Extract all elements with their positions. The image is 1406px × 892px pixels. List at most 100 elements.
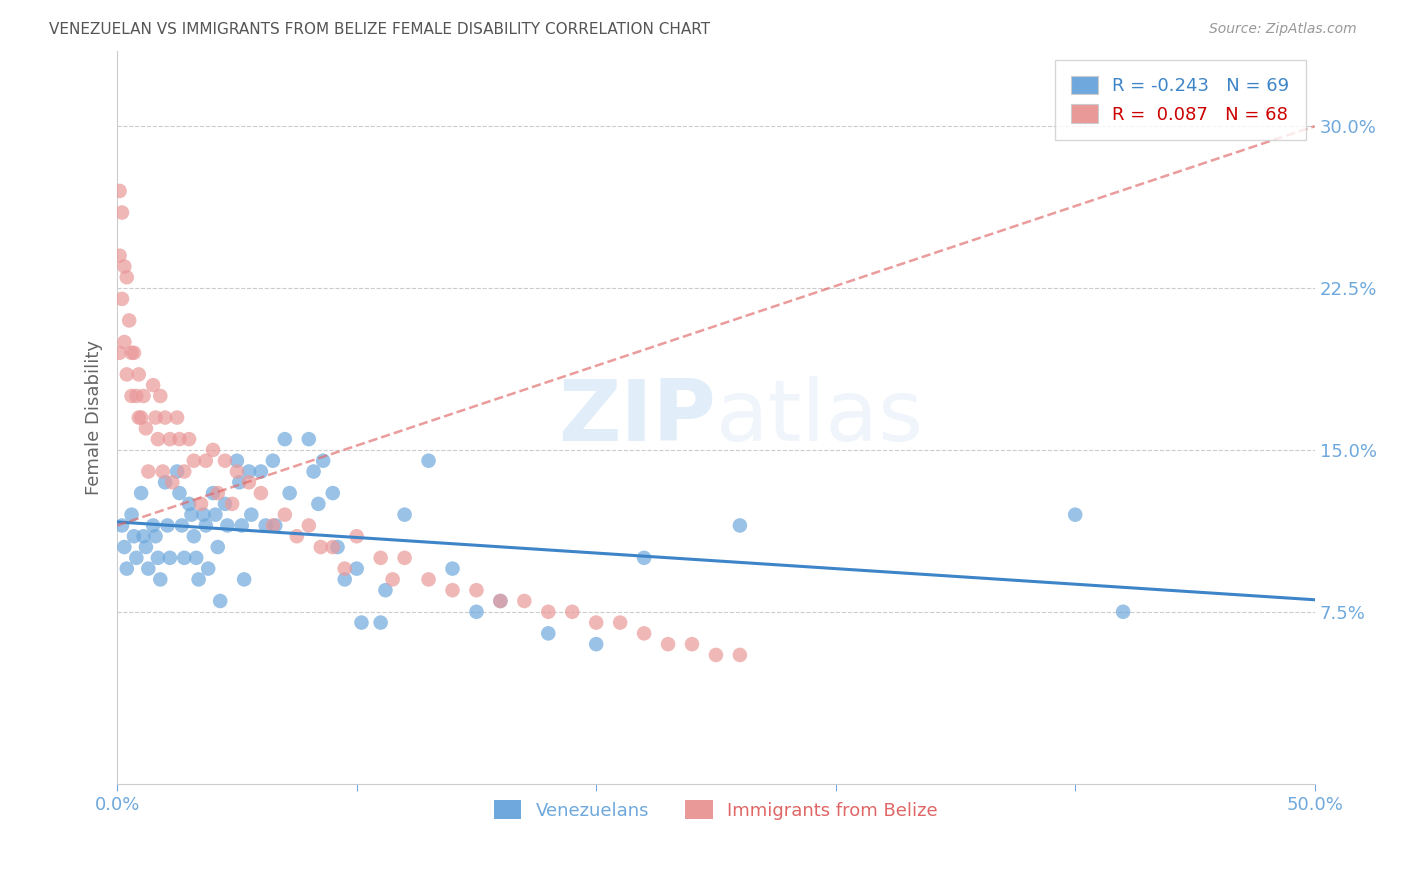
Point [465, 583, 488, 598]
Point [274, 432, 297, 446]
Point [537, 626, 560, 640]
Point [250, 486, 273, 500]
Point [201, 442, 224, 457]
Point [346, 529, 368, 543]
Legend: Venezuelans, Immigrants from Belize: Venezuelans, Immigrants from Belize [486, 793, 945, 827]
Point [264, 518, 287, 533]
Point [633, 626, 655, 640]
Point [201, 486, 224, 500]
Point [489, 594, 512, 608]
Point [190, 497, 212, 511]
Point [394, 508, 416, 522]
Point [418, 453, 440, 467]
Point [561, 605, 583, 619]
Point [187, 573, 209, 587]
Point [238, 475, 260, 490]
Point [226, 453, 249, 467]
Point [112, 260, 135, 274]
Point [209, 594, 232, 608]
Point [111, 292, 134, 306]
Point [129, 486, 152, 500]
Point [346, 561, 368, 575]
Text: VENEZUELAN VS IMMIGRANTS FROM BELIZE FEMALE DISABILITY CORRELATION CHART: VENEZUELAN VS IMMIGRANTS FROM BELIZE FEM… [49, 22, 710, 37]
Point [728, 518, 751, 533]
Point [125, 550, 148, 565]
Point [132, 389, 155, 403]
Point [125, 389, 148, 403]
Point [681, 637, 703, 651]
Point [302, 465, 325, 479]
Point [298, 518, 321, 533]
Point [128, 368, 150, 382]
Point [221, 497, 243, 511]
Point [136, 561, 159, 575]
Point [537, 605, 560, 619]
Point [170, 518, 193, 533]
Point [370, 550, 392, 565]
Point [262, 518, 284, 533]
Point [250, 465, 273, 479]
Point [326, 540, 349, 554]
Point [112, 540, 135, 554]
Point [146, 550, 169, 565]
Point [122, 529, 145, 543]
Point [278, 486, 301, 500]
Point [214, 497, 236, 511]
Point [108, 184, 131, 198]
Point [240, 508, 263, 522]
Point [145, 529, 167, 543]
Point [233, 573, 256, 587]
Point [142, 518, 165, 533]
Point [156, 518, 179, 533]
Point [149, 389, 172, 403]
Point [489, 594, 512, 608]
Point [111, 518, 134, 533]
Point [159, 550, 181, 565]
Point [633, 550, 655, 565]
Point [108, 346, 131, 360]
Point [214, 453, 236, 467]
Point [194, 518, 217, 533]
Point [169, 432, 191, 446]
Point [262, 453, 284, 467]
Point [115, 270, 138, 285]
Point [609, 615, 631, 630]
Point [121, 346, 143, 360]
Point [146, 432, 169, 446]
Point [118, 313, 141, 327]
Point [166, 465, 188, 479]
Point [217, 518, 239, 533]
Point [136, 465, 159, 479]
Point [115, 368, 138, 382]
Text: ZIP: ZIP [558, 376, 716, 459]
Point [207, 486, 229, 500]
Point [322, 486, 344, 500]
Point [162, 475, 184, 490]
Point [193, 508, 215, 522]
Point [333, 561, 356, 575]
Point [180, 508, 202, 522]
Point [183, 453, 205, 467]
Point [135, 421, 157, 435]
Point [333, 573, 356, 587]
Point [238, 465, 260, 479]
Point [657, 637, 679, 651]
Point [177, 497, 200, 511]
Point [135, 540, 157, 554]
Point [142, 378, 165, 392]
Point [132, 529, 155, 543]
Point [381, 573, 404, 587]
Point [465, 605, 488, 619]
Point [585, 637, 607, 651]
Point [309, 540, 332, 554]
Point [108, 249, 131, 263]
Point [704, 648, 727, 662]
Point [374, 583, 396, 598]
Point [145, 410, 167, 425]
Point [204, 508, 226, 522]
Point [298, 432, 321, 446]
Text: Source: ZipAtlas.com: Source: ZipAtlas.com [1209, 22, 1357, 37]
Point [111, 205, 134, 219]
Point [152, 465, 174, 479]
Point [228, 475, 250, 490]
